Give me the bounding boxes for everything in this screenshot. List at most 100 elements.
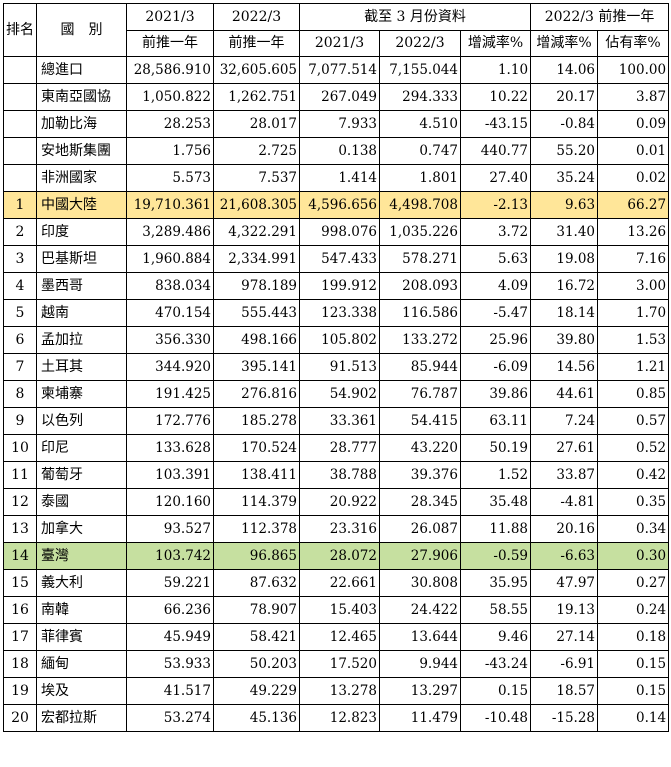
value-2021-trailing-cell: 191.425 bbox=[126, 380, 214, 408]
year-change-pct-cell: 14.56 bbox=[530, 353, 599, 381]
mar-change-pct-cell: 50.19 bbox=[459, 434, 532, 462]
year-change-pct-cell: -6.91 bbox=[530, 650, 599, 678]
rank-cell: 11 bbox=[3, 461, 37, 489]
value-2021-trailing-cell: 93.527 bbox=[126, 515, 214, 543]
value-mar-2021-cell: 4,596.656 bbox=[299, 191, 380, 219]
rank-cell: 9 bbox=[3, 407, 37, 435]
value-mar-2022-cell: 28.345 bbox=[379, 488, 461, 516]
value-mar-2021-cell: 7.933 bbox=[299, 110, 380, 138]
value-2021-trailing-cell: 356.330 bbox=[126, 326, 214, 354]
march-change-header: 增減率% bbox=[459, 30, 532, 57]
value-2022-trailing-cell: 112.378 bbox=[213, 515, 300, 543]
table-row: 10 印尼 133.628 170.524 28.777 43.220 50.19 27.61… bbox=[3, 434, 670, 462]
value-2021-trailing-cell: 838.034 bbox=[126, 272, 214, 300]
mar-change-pct-cell: 0.15 bbox=[459, 677, 532, 705]
country-cell: 南韓 bbox=[36, 596, 127, 624]
mar-change-pct-cell: -43.24 bbox=[459, 650, 532, 678]
rank-cell: 7 bbox=[3, 353, 37, 381]
mar-change-pct-cell: -10.48 bbox=[459, 704, 532, 732]
rank-cell bbox=[3, 110, 37, 138]
value-mar-2021-cell: 12.823 bbox=[299, 704, 380, 732]
mar-change-pct-cell: 11.88 bbox=[459, 515, 532, 543]
value-mar-2021-cell: 54.902 bbox=[299, 380, 380, 408]
rank-cell: 10 bbox=[3, 434, 37, 462]
country-cell: 土耳其 bbox=[36, 353, 127, 381]
mar-change-pct-cell: 9.46 bbox=[459, 623, 532, 651]
table-row: 安地斯集團 1.756 2.725 0.138 0.747 440.77 55.20 0.01 bbox=[3, 137, 670, 165]
mar-change-pct-cell: 25.96 bbox=[459, 326, 532, 354]
value-2021-trailing-cell: 41.517 bbox=[126, 677, 214, 705]
rank-cell: 6 bbox=[3, 326, 37, 354]
value-2021-trailing-cell: 28,586.910 bbox=[126, 56, 214, 84]
country-cell: 緬甸 bbox=[36, 650, 127, 678]
country-cell: 加拿大 bbox=[36, 515, 127, 543]
rank-cell: 16 bbox=[3, 596, 37, 624]
rank-cell: 13 bbox=[3, 515, 37, 543]
share-pct-cell: 0.34 bbox=[597, 515, 670, 543]
mar-change-pct-cell: 1.10 bbox=[459, 56, 532, 84]
value-2022-trailing-cell: 49.229 bbox=[213, 677, 300, 705]
value-mar-2022-cell: 13.297 bbox=[379, 677, 461, 705]
table-row: 非洲國家 5.573 7.537 1.414 1.801 27.40 35.24 0.02 bbox=[3, 164, 670, 192]
year-change-pct-cell: 7.24 bbox=[530, 407, 599, 435]
value-mar-2021-cell: 12.465 bbox=[299, 623, 380, 651]
country-cell: 以色列 bbox=[36, 407, 127, 435]
year-change-pct-cell: 20.17 bbox=[530, 83, 599, 111]
mar-change-pct-cell: 1.52 bbox=[459, 461, 532, 489]
mar-change-pct-cell: -6.09 bbox=[459, 353, 532, 381]
value-2021-trailing-cell: 19,710.361 bbox=[126, 191, 214, 219]
value-mar-2022-cell: 13.644 bbox=[379, 623, 461, 651]
country-cell: 印尼 bbox=[36, 434, 127, 462]
value-mar-2022-cell: 39.376 bbox=[379, 461, 461, 489]
share-pct-cell: 0.15 bbox=[597, 650, 670, 678]
country-cell: 總進口 bbox=[36, 56, 127, 84]
import-ranking-table: 排名 國 別 2021/3 2022/3 截至 3 月份資料 2022/3 前推… bbox=[3, 3, 670, 732]
value-mar-2022-cell: 54.415 bbox=[379, 407, 461, 435]
value-2021-trailing-cell: 1,960.884 bbox=[126, 245, 214, 273]
value-mar-2021-cell: 267.049 bbox=[299, 83, 380, 111]
mar-change-pct-cell: -2.13 bbox=[459, 191, 532, 219]
mar-change-pct-cell: 3.72 bbox=[459, 218, 532, 246]
table-row: 17 菲律賓 45.949 58.421 12.465 13.644 9.46 27.14 0.… bbox=[3, 623, 670, 651]
value-mar-2021-cell: 15.403 bbox=[299, 596, 380, 624]
rank-cell: 4 bbox=[3, 272, 37, 300]
value-2021-trailing-cell: 53.933 bbox=[126, 650, 214, 678]
year-change-pct-cell: -0.84 bbox=[530, 110, 599, 138]
country-cell: 柬埔寨 bbox=[36, 380, 127, 408]
year-change-pct-cell: 19.08 bbox=[530, 245, 599, 273]
country-cell: 埃及 bbox=[36, 677, 127, 705]
year-change-pct-cell: 55.20 bbox=[530, 137, 599, 165]
value-2021-trailing-cell: 45.949 bbox=[126, 623, 214, 651]
rank-cell bbox=[3, 83, 37, 111]
share-pct-cell: 100.00 bbox=[597, 56, 670, 84]
share-pct-cell: 0.09 bbox=[597, 110, 670, 138]
year-change-pct-cell: -15.28 bbox=[530, 704, 599, 732]
year-change-pct-cell: 27.61 bbox=[530, 434, 599, 462]
mar-change-pct-cell: 63.11 bbox=[459, 407, 532, 435]
mar-change-pct-cell: 10.22 bbox=[459, 83, 532, 111]
value-2021-trailing-cell: 59.221 bbox=[126, 569, 214, 597]
march-2021-header: 2021/3 bbox=[299, 30, 380, 57]
year-change-pct-cell: 27.14 bbox=[530, 623, 599, 651]
table-row: 4 墨西哥 838.034 978.189 199.912 208.093 4.09 16.7… bbox=[3, 272, 670, 300]
col2-header-bottom: 前推一年 bbox=[213, 30, 300, 57]
year-change-pct-cell: 47.97 bbox=[530, 569, 599, 597]
table-row: 東南亞國協 1,050.822 1,262.751 267.049 294.333 10.… bbox=[3, 83, 670, 111]
value-2022-trailing-cell: 21,608.305 bbox=[213, 191, 300, 219]
mar-change-pct-cell: 440.77 bbox=[459, 137, 532, 165]
value-2022-trailing-cell: 170.524 bbox=[213, 434, 300, 462]
value-2021-trailing-cell: 470.154 bbox=[126, 299, 214, 327]
share-pct-cell: 1.70 bbox=[597, 299, 670, 327]
value-mar-2021-cell: 13.278 bbox=[299, 677, 380, 705]
year-change-pct-cell: 16.72 bbox=[530, 272, 599, 300]
country-cell: 義大利 bbox=[36, 569, 127, 597]
value-mar-2021-cell: 28.072 bbox=[299, 542, 380, 570]
value-mar-2021-cell: 105.802 bbox=[299, 326, 380, 354]
table-body: 總進口 28,586.910 32,605.605 7,077.514 7,155.04… bbox=[3, 56, 670, 732]
share-pct-cell: 0.02 bbox=[597, 164, 670, 192]
value-mar-2022-cell: 4,498.708 bbox=[379, 191, 461, 219]
year-change-pct-cell: 33.87 bbox=[530, 461, 599, 489]
table-row: 13 加拿大 93.527 112.378 23.316 26.087 11.88 20.16… bbox=[3, 515, 670, 543]
table-row: 2 印度 3,289.486 4,322.291 998.076 1,035.226 3.7… bbox=[3, 218, 670, 246]
country-cell: 加勒比海 bbox=[36, 110, 127, 138]
